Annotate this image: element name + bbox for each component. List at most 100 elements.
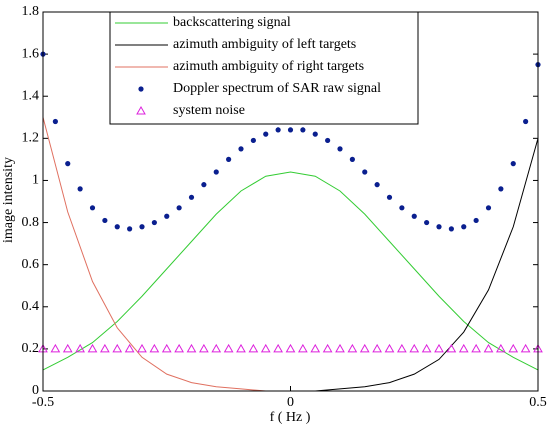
data-point (226, 156, 232, 162)
data-point (174, 343, 184, 353)
data-point (238, 146, 244, 152)
data-point (520, 343, 531, 353)
legend-label: system noise (173, 103, 245, 118)
data-point (151, 219, 157, 226)
legend-box (109, 11, 419, 125)
y-tick-label: 0.4 (22, 299, 40, 314)
data-point (508, 343, 519, 353)
data-point (374, 182, 380, 188)
data-point (100, 343, 110, 353)
data-point (201, 182, 207, 188)
data-point (337, 146, 343, 152)
legend-swatch (136, 105, 146, 115)
y-tick-label: 1.2 (22, 131, 40, 146)
data-point (397, 343, 407, 353)
data-point (114, 224, 120, 230)
x-tick-label: 0.5 (529, 395, 547, 410)
data-point (275, 127, 281, 133)
data-point (483, 343, 494, 353)
data-point (322, 343, 333, 353)
data-point (188, 194, 195, 200)
data-point (164, 213, 170, 219)
data-point (325, 137, 331, 144)
data-point (473, 217, 479, 224)
x-tick-label: 0 (287, 395, 294, 410)
data-point (250, 137, 256, 144)
legend-swatch (138, 86, 144, 92)
data-point (186, 343, 197, 353)
data-point (312, 131, 318, 137)
y-tick-label: 1.8 (22, 4, 40, 19)
data-point (263, 131, 269, 137)
data-point (298, 343, 308, 353)
data-point (485, 205, 492, 211)
data-point (127, 226, 133, 232)
data-point (65, 161, 71, 167)
data-point (223, 343, 234, 353)
x-axis-label: f ( Hz ) (270, 410, 311, 425)
data-point (300, 127, 306, 133)
data-point (211, 343, 222, 353)
data-point (112, 343, 123, 353)
data-point (335, 343, 345, 353)
data-point (161, 343, 172, 353)
legend-label: azimuth ambiguity of left targets (173, 37, 356, 52)
data-point (124, 343, 135, 353)
data-point (386, 194, 393, 200)
legend-label: Doppler spectrum of SAR raw signal (173, 81, 381, 96)
data-point (260, 343, 271, 353)
y-tick-label: 0.6 (22, 257, 40, 272)
data-point (471, 343, 481, 353)
series-line (42, 117, 538, 392)
data-point (496, 343, 506, 353)
data-point (285, 343, 296, 353)
series-line (43, 138, 539, 392)
data-point (102, 217, 108, 224)
data-point (409, 343, 420, 353)
y-tick-label: 1 (32, 173, 39, 188)
data-point (52, 118, 58, 125)
data-point (384, 343, 395, 353)
data-point (176, 205, 182, 211)
y-axis-label: image intensity (1, 157, 16, 243)
data-point (421, 343, 432, 353)
x-tick-label: -0.5 (32, 395, 54, 410)
data-point (372, 343, 382, 353)
legend-label: backscattering signal (173, 15, 291, 30)
data-point (310, 343, 321, 353)
data-point (347, 343, 358, 353)
legend-label: azimuth ambiguity of right targets (173, 59, 364, 74)
y-tick-label: 0.8 (22, 215, 40, 230)
data-point (434, 343, 444, 353)
data-point (510, 161, 516, 167)
data-point (50, 343, 61, 353)
data-point (62, 343, 73, 353)
data-point (137, 343, 147, 353)
data-point (498, 186, 504, 192)
data-point (411, 213, 417, 219)
data-point (446, 343, 457, 353)
data-point (139, 224, 145, 230)
data-point (77, 186, 83, 192)
data-point (436, 224, 442, 230)
data-point (349, 156, 355, 162)
y-tick-label: 1.6 (22, 46, 40, 61)
data-point (448, 226, 454, 232)
data-point (399, 205, 405, 211)
data-point (362, 169, 368, 175)
series-line (42, 171, 539, 371)
data-point (458, 343, 469, 353)
data-point (236, 343, 246, 353)
data-point (213, 169, 219, 175)
data-point (461, 224, 467, 230)
data-point (89, 205, 96, 211)
data-point (359, 343, 370, 353)
data-point (287, 127, 294, 133)
data-point (87, 343, 98, 353)
data-point (75, 343, 85, 353)
y-tick-label: 0.2 (22, 341, 40, 356)
y-tick-label: 1.4 (22, 88, 40, 103)
data-point (424, 219, 430, 226)
